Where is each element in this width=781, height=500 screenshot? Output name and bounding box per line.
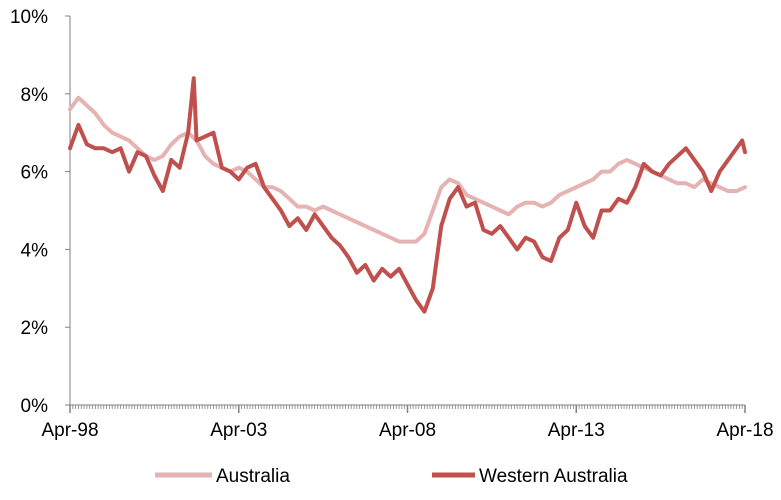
y-tick-label: 2% <box>21 318 49 339</box>
legend: Australia Western Australia <box>155 466 628 487</box>
x-tick-label: Apr-13 <box>548 420 605 441</box>
x-tick-label: Apr-03 <box>210 420 267 441</box>
y-tick-label: 10% <box>10 7 48 28</box>
series-lines <box>68 76 747 314</box>
x-tick-label: Apr-18 <box>716 420 773 441</box>
legend-label: Australia <box>216 466 290 487</box>
axes: 0% 2% 4% 6% 8% 10% Apr-98 Apr-03 Apr-08 Apr-13 Apr… <box>10 7 774 441</box>
y-tick-label: 6% <box>21 163 49 184</box>
legend-label: Western Australia <box>479 466 628 487</box>
series-line-australia <box>68 95 747 244</box>
x-tick-label: Apr-08 <box>379 420 436 441</box>
x-tick-label: Apr-98 <box>41 420 98 441</box>
y-tick-label: 4% <box>21 240 49 261</box>
y-tick-label: 8% <box>21 85 49 106</box>
y-tick-label: 0% <box>21 396 49 417</box>
series-line-western-australia <box>68 76 747 314</box>
